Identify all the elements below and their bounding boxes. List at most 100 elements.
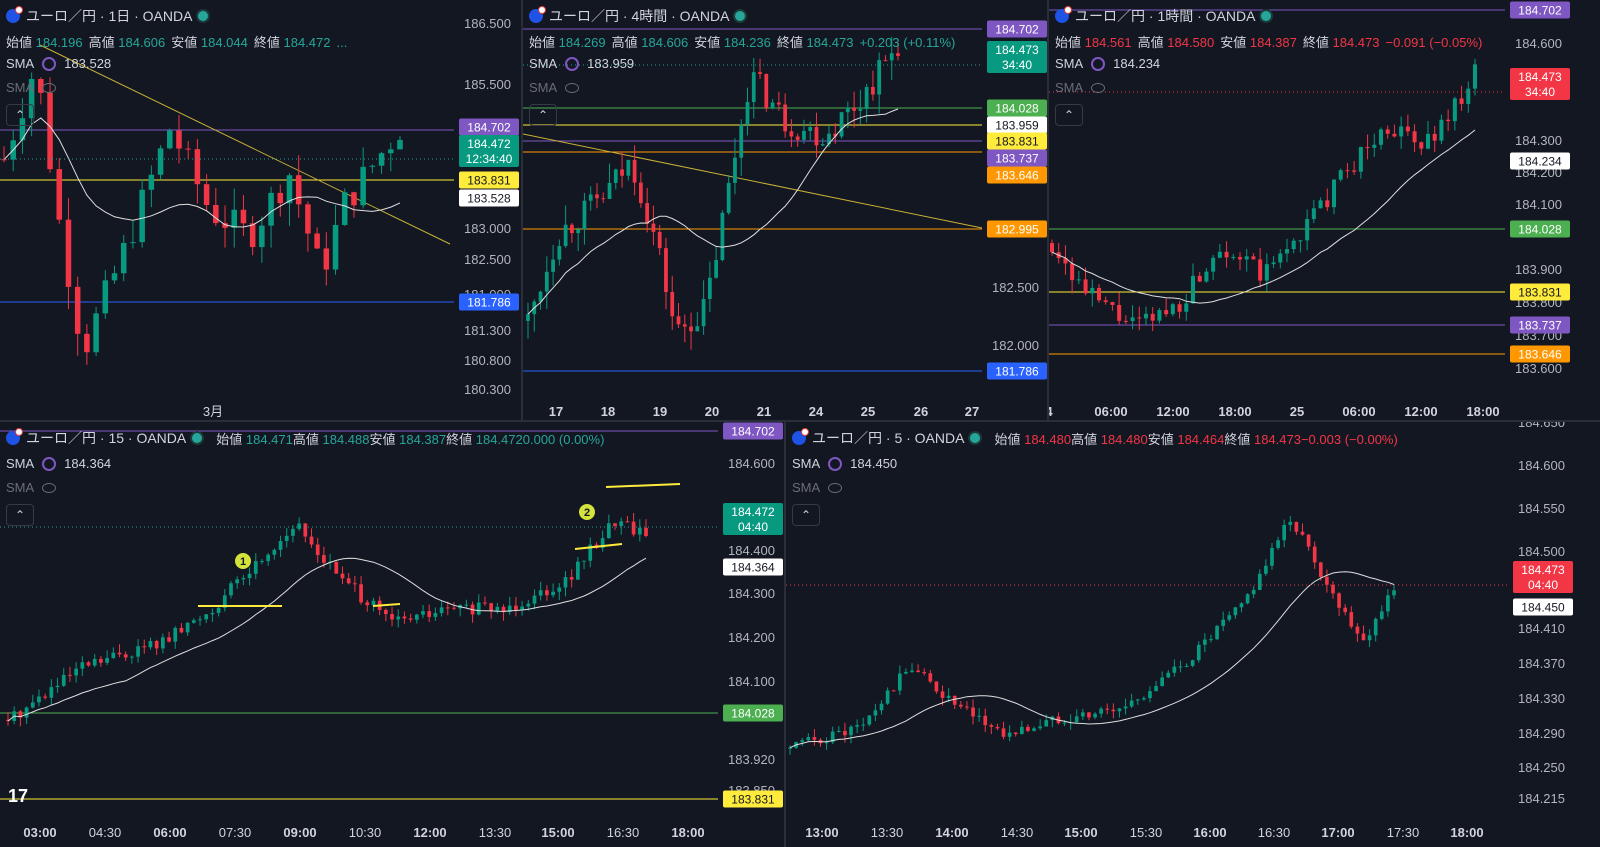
price-badge[interactable] (459, 189, 519, 207)
chart-pane-daily[interactable]: 186.500 185.500 183.000 182.500 181.300 180.8… (0, 0, 521, 420)
sma-line[interactable] (527, 108, 899, 315)
sma-line[interactable] (1051, 129, 1476, 304)
chart-canvas[interactable]: 182.500 182.000 17 18 19 20 21 24 25 26 27 184.702 1… (523, 0, 1047, 420)
pane-title[interactable]: ユーロ／円 · 4時間 · OANDA (549, 8, 730, 24)
price-badge[interactable] (1510, 316, 1570, 334)
pane-divider[interactable] (521, 0, 523, 420)
price-badge[interactable] (1510, 220, 1570, 238)
sma-indicator[interactable]: SMA 183.959 (529, 56, 634, 71)
pane-title[interactable]: ユーロ／円 · 1時間 · OANDA (1075, 8, 1256, 24)
sma-indicator[interactable]: SMA 183.528 (6, 56, 111, 71)
chart-pane-4h[interactable]: 182.500 182.000 17 18 19 20 21 24 25 26 27 184.702 1… (523, 0, 1047, 420)
price-badge[interactable] (987, 362, 1047, 380)
pane-title-bar[interactable]: ユーロ／円 · 15 · OANDA 始値 184.471高値 184.488安値… (6, 428, 604, 448)
price-badge[interactable] (1510, 152, 1570, 170)
price-badge[interactable] (1513, 561, 1573, 593)
price-badge[interactable] (1510, 1, 1570, 19)
annotation-stroke[interactable] (605, 483, 681, 488)
sma-indicator[interactable]: SMA 184.234 (1055, 56, 1160, 71)
price-axis-tick: 184.300 (1515, 133, 1562, 148)
price-badge[interactable] (987, 41, 1047, 73)
price-badge[interactable] (987, 132, 1047, 150)
chart-pane-5m[interactable]: 184.650 184.600 184.550 184.500 184.410 184.3… (786, 422, 1600, 847)
annotation-marker[interactable] (579, 504, 595, 520)
price-badge[interactable] (723, 503, 783, 535)
candle-body (676, 316, 681, 325)
sma-indicator-hidden[interactable]: SMA (1055, 80, 1106, 95)
ohlc-value: 184.044 (200, 35, 248, 50)
annotation-marker[interactable] (235, 553, 251, 569)
pane-title-bar[interactable]: ユーロ／円 · 1時間 · OANDA (1055, 6, 1272, 26)
eye-hidden-icon[interactable] (1091, 82, 1106, 93)
pane-divider[interactable] (0, 420, 1600, 422)
price-badge[interactable] (987, 149, 1047, 167)
indicator-settings-icon[interactable] (42, 56, 57, 71)
price-badge[interactable] (459, 171, 519, 189)
chart-canvas[interactable]: 184.600184.500184.300184.200184.100183.9… (1049, 0, 1600, 420)
pane-title[interactable]: ユーロ／円 · 1日 · OANDA (26, 8, 193, 24)
price-badge[interactable] (723, 422, 783, 440)
price-badge[interactable] (459, 293, 519, 311)
price-badge[interactable] (459, 135, 519, 167)
price-badge[interactable] (723, 704, 783, 722)
sma-indicator-hidden[interactable]: SMA (6, 480, 57, 495)
chart-pane-15m[interactable]: 184.600184.500184.400184.300184.200184.1… (0, 422, 784, 847)
annotation-stroke[interactable] (574, 543, 623, 550)
pane-title[interactable]: ユーロ／円 · 5 · OANDA (812, 430, 965, 446)
sma-line[interactable] (789, 571, 1395, 749)
pane-divider[interactable] (784, 422, 786, 847)
price-axis-tick: 184.330 (1518, 691, 1565, 706)
candle-body (353, 583, 357, 585)
trend-line[interactable] (523, 133, 983, 229)
price-badge[interactable] (987, 20, 1047, 38)
chart-canvas[interactable]: 184.650 184.600 184.550 184.500 184.410 184.3… (786, 422, 1600, 847)
price-axis-tick: 184.550 (1518, 501, 1565, 516)
candle-body (1361, 633, 1366, 641)
sma-indicator[interactable]: SMA 184.364 (6, 456, 111, 471)
sma-indicator-hidden[interactable]: SMA (529, 80, 580, 95)
sma-indicator[interactable]: SMA 184.450 (792, 456, 897, 471)
indicator-settings-icon[interactable] (828, 456, 843, 471)
sma-line[interactable] (3, 117, 401, 228)
price-badge[interactable] (987, 116, 1047, 134)
eye-hidden-icon[interactable] (828, 482, 843, 493)
pane-title-bar[interactable]: ユーロ／円 · 1日 · OANDA (6, 6, 209, 26)
collapse-legend-button[interactable]: ⌃ (529, 104, 557, 126)
eye-hidden-icon[interactable] (42, 82, 57, 93)
pane-title[interactable]: ユーロ／円 · 15 · OANDA (26, 430, 187, 446)
pane-divider[interactable] (1047, 0, 1049, 420)
eye-hidden-icon[interactable] (565, 82, 580, 93)
chart-canvas[interactable]: 184.600184.500184.400184.300184.200184.1… (0, 422, 784, 847)
price-badge[interactable] (987, 99, 1047, 117)
chart-canvas[interactable]: 186.500 185.500 183.000 182.500 181.300 180.8… (0, 0, 521, 420)
price-axis-tick: 182.000 (992, 338, 1039, 353)
collapse-legend-button[interactable]: ⌃ (792, 504, 820, 526)
price-badge[interactable] (1510, 68, 1570, 100)
sma-indicator-hidden[interactable]: SMA (792, 480, 843, 495)
tradingview-logo[interactable]: 17 (8, 786, 28, 806)
candle-body (879, 703, 884, 711)
indicator-settings-icon[interactable] (1091, 56, 1106, 71)
eye-hidden-icon[interactable] (42, 482, 57, 493)
price-badge[interactable] (1510, 345, 1570, 363)
collapse-legend-button[interactable]: ⌃ (6, 504, 34, 526)
price-badge[interactable] (1510, 283, 1570, 301)
price-badge[interactable] (1513, 598, 1573, 616)
price-badge[interactable] (723, 558, 783, 576)
sma-line[interactable] (7, 557, 647, 722)
price-badge[interactable] (987, 166, 1047, 184)
price-badge[interactable] (723, 790, 783, 808)
collapse-legend-button[interactable]: ⌃ (1055, 104, 1083, 126)
trend-line[interactable] (39, 44, 451, 245)
indicator-settings-icon[interactable] (42, 456, 57, 471)
pane-title-bar[interactable]: ユーロ／円 · 5 · OANDA 始値 184.480高値 184.480安値 … (792, 428, 1398, 448)
indicator-settings-icon[interactable] (565, 56, 580, 71)
collapse-legend-button[interactable]: ⌃ (6, 104, 34, 126)
candle-body (843, 730, 847, 736)
annotation-stroke[interactable] (372, 603, 401, 607)
chart-pane-1h[interactable]: 184.600184.500184.300184.200184.100183.9… (1049, 0, 1600, 420)
price-badge[interactable] (459, 118, 519, 136)
pane-title-bar[interactable]: ユーロ／円 · 4時間 · OANDA (529, 6, 746, 26)
price-badge[interactable] (987, 220, 1047, 238)
sma-indicator-hidden[interactable]: SMA (6, 80, 57, 95)
